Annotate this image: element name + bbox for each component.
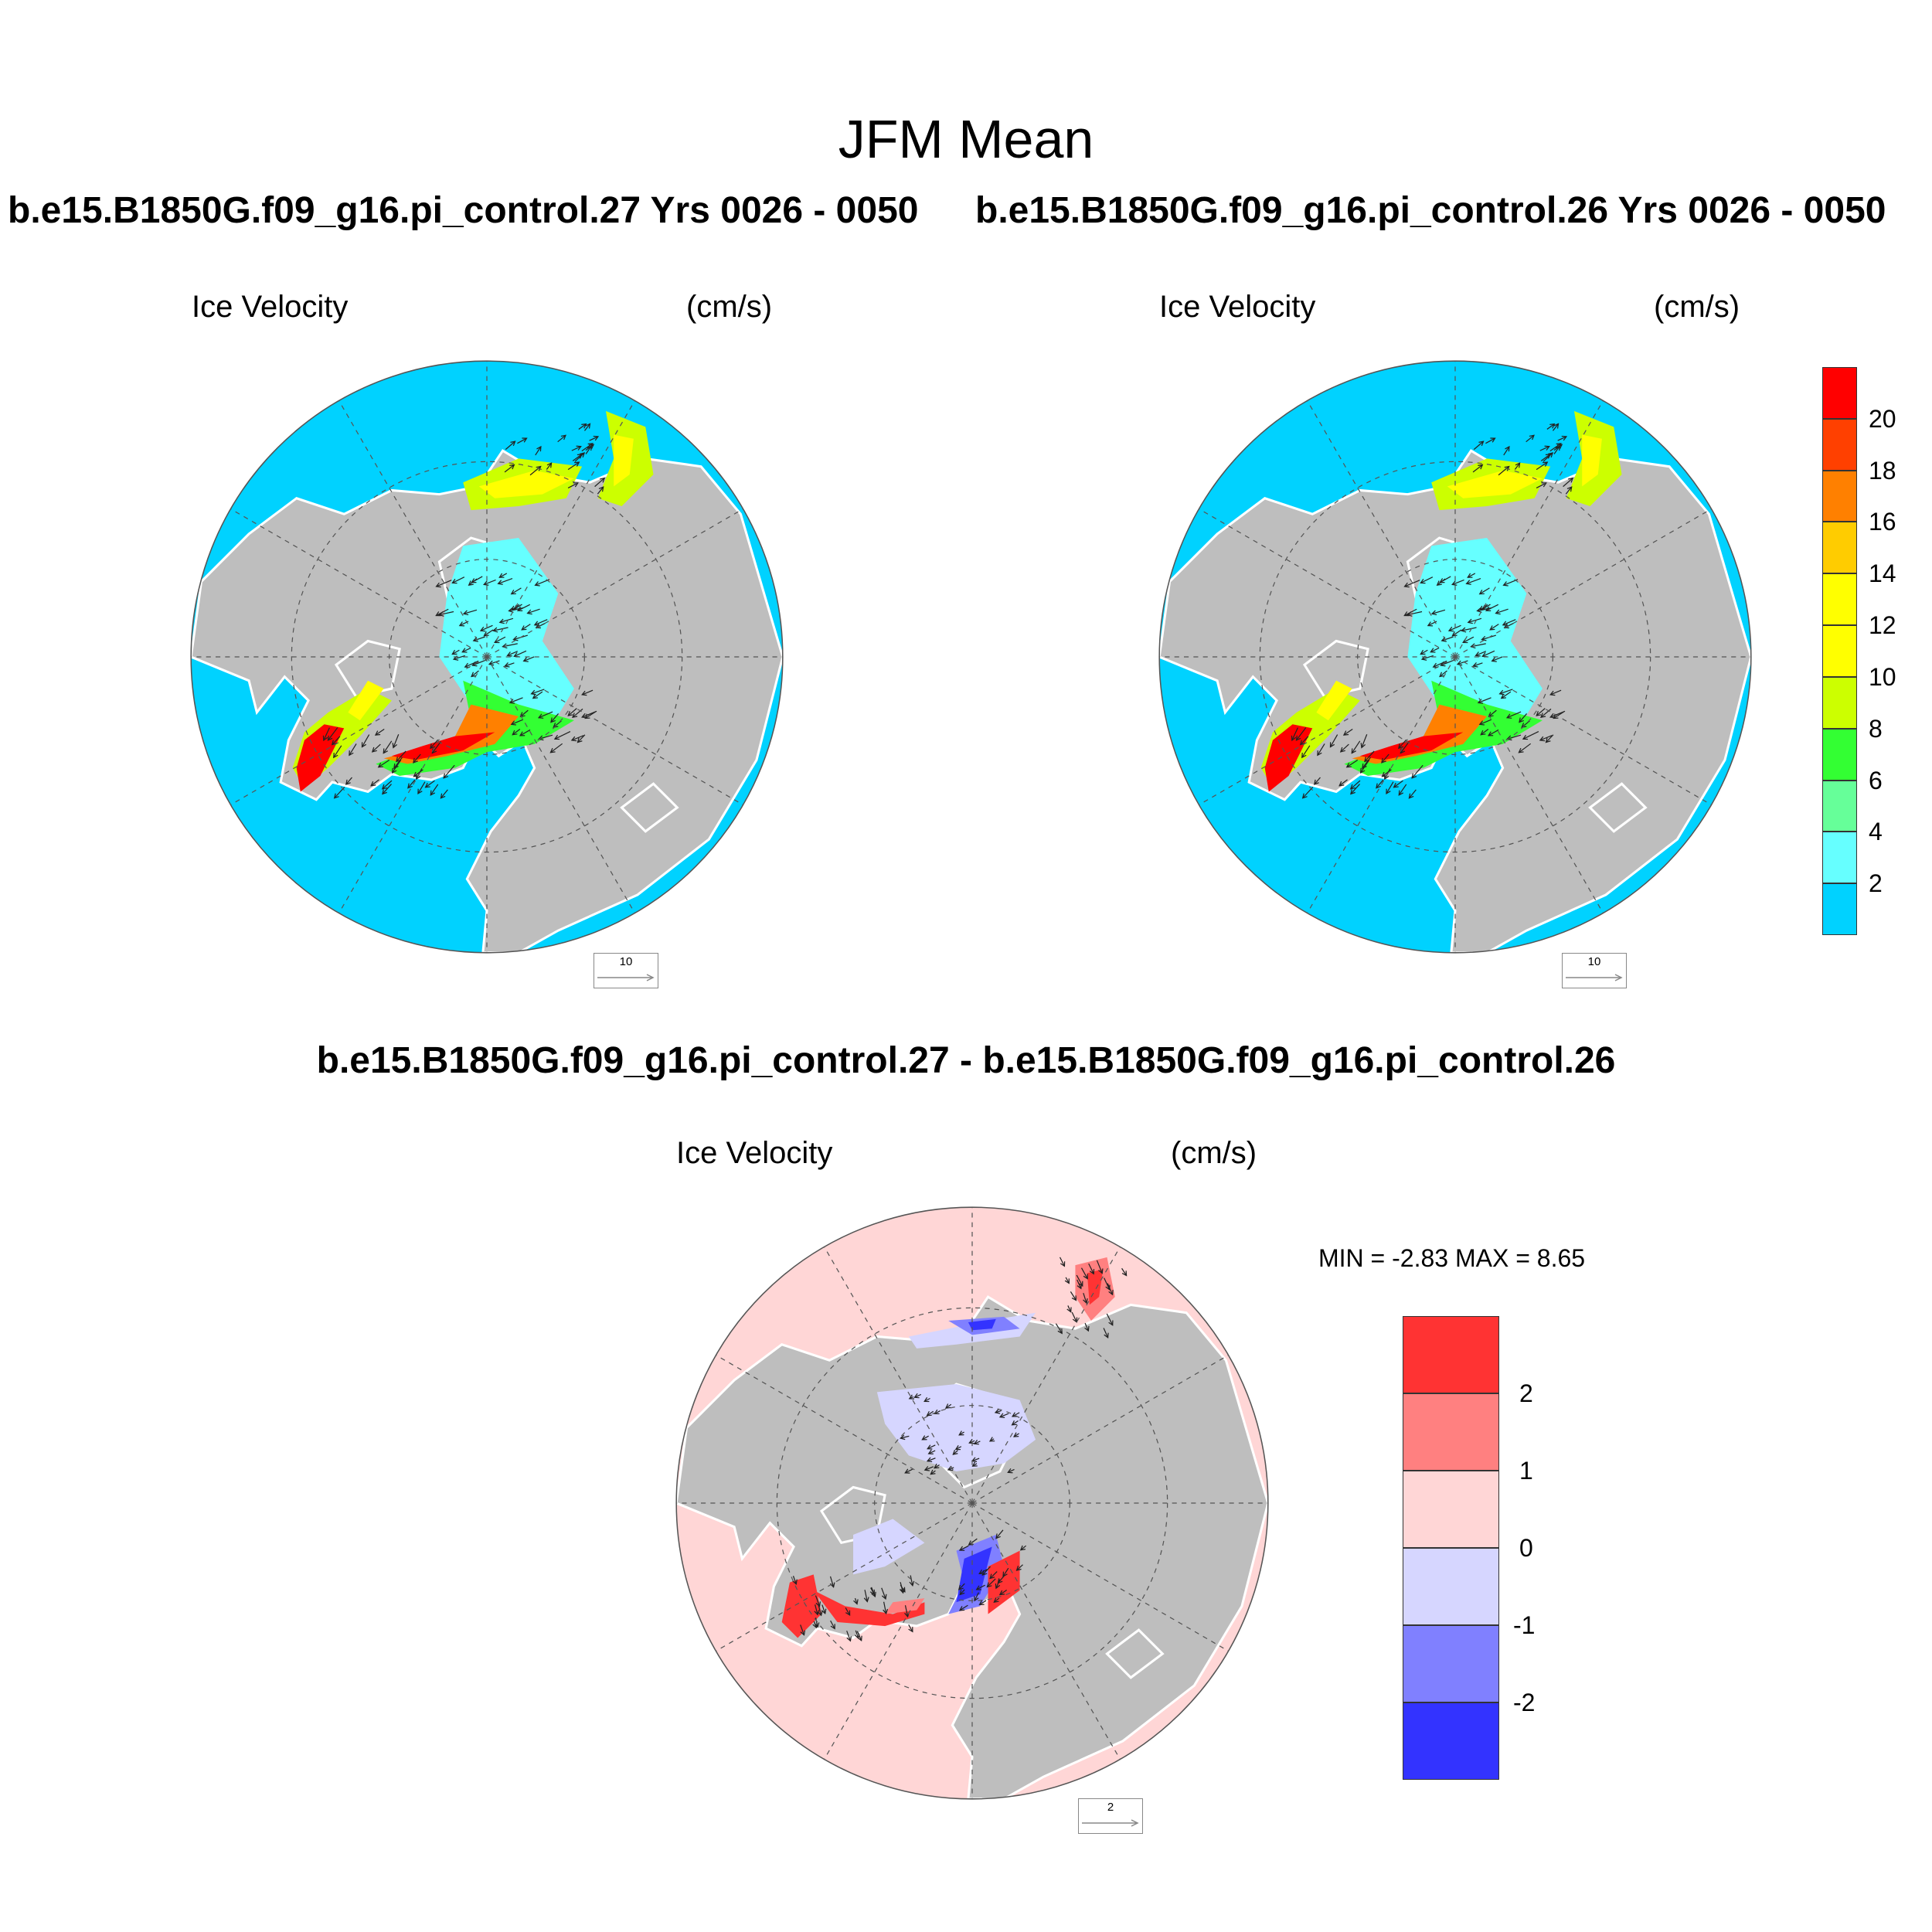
difference-title: b.e15.B1850G.f09_g16.pi_control.27 - b.e… (316, 1040, 1616, 1081)
mean-colorbar-tick: 2 (1869, 869, 1883, 898)
colorbar-segment (1403, 1625, 1499, 1702)
colorbar-segment (1403, 1316, 1499, 1393)
ice-velocity-field (781, 1574, 821, 1638)
mean-colorbar-tick: 6 (1869, 766, 1883, 794)
panel-2-variable-label: Ice Velocity (1159, 290, 1316, 324)
colorbar-segment (1822, 676, 1857, 729)
mean-colorbar-tick: 12 (1869, 611, 1896, 640)
land-mass (620, 782, 679, 833)
panel-2-polar-map (1158, 360, 1752, 954)
ice-velocity-field (1087, 1269, 1104, 1305)
land-mass (1302, 639, 1369, 699)
ice-velocity-field (813, 1590, 925, 1627)
mean-colorbar-tick: 18 (1869, 456, 1896, 485)
panel-1-case-title: b.e15.B1850G.f09_g16.pi_control.27 Yrs 0… (8, 190, 919, 231)
map-boundary (675, 1206, 1269, 1800)
mean-colorbar (1822, 367, 1857, 935)
difference-reference-vector: 2 (1078, 1798, 1143, 1834)
difference-reference-vector-label: 2 (1107, 1801, 1114, 1814)
difference-colorbar-tick: -2 (1513, 1689, 1536, 1716)
mean-colorbar-tick: 16 (1869, 508, 1896, 536)
difference-colorbar (1403, 1316, 1499, 1780)
ice-velocity-field (876, 1384, 1036, 1471)
ice-velocity-field (1447, 470, 1543, 498)
colorbar-segment (1822, 728, 1857, 781)
ice-velocity-field (391, 732, 495, 760)
panel-2-units-label: (cm/s) (1654, 290, 1740, 324)
ice-velocity-field (853, 1519, 925, 1575)
colorbar-segment (1822, 418, 1857, 471)
panel-1-reference-vector: 10 (594, 953, 658, 988)
ice-velocity-field (383, 704, 519, 764)
panel-2-case-title: b.e15.B1850G.f09_g16.pi_control.26 Yrs 0… (975, 190, 1886, 231)
ice-velocity-field (614, 434, 634, 487)
colorbar-segment (1403, 1548, 1499, 1625)
ice-velocity-field (348, 680, 384, 721)
colorbar-segment (1403, 1471, 1499, 1548)
land-mass (1105, 1628, 1165, 1679)
colorbar-segment (1822, 522, 1857, 574)
colorbar-segment (1822, 780, 1857, 832)
ice-velocity-field (968, 1318, 996, 1331)
colorbar-segment (1403, 1702, 1499, 1780)
mean-colorbar-tick: 4 (1869, 818, 1883, 846)
colorbar-segment (1822, 470, 1857, 522)
ice-velocity-field (478, 470, 574, 498)
map-boundary (190, 360, 784, 954)
ice-velocity-field (1359, 732, 1464, 760)
panel-1-reference-vector-label: 10 (619, 955, 633, 968)
ice-velocity-field (1582, 434, 1602, 487)
ice-velocity-field (1352, 704, 1488, 764)
colorbar-segment (1822, 573, 1857, 626)
colorbar-segment (1822, 367, 1857, 419)
colorbar-segment (1822, 832, 1857, 884)
panel-2-reference-vector-label: 10 (1587, 955, 1601, 968)
ice-velocity-field (1316, 680, 1352, 721)
colorbar-segment (1822, 883, 1857, 935)
mean-colorbar-tick: 10 (1869, 662, 1896, 691)
difference-colorbar-tick: 0 (1519, 1534, 1533, 1562)
panel-1-units-label: (cm/s) (686, 290, 773, 324)
mean-colorbar-tick: 14 (1869, 560, 1896, 588)
figure-title: JFM Mean (838, 109, 1094, 169)
difference-units-label: (cm/s) (1171, 1136, 1257, 1170)
mean-colorbar-tick: 20 (1869, 404, 1896, 433)
difference-colorbar-tick: 2 (1519, 1379, 1533, 1407)
colorbar-segment (1403, 1393, 1499, 1471)
land-mass (1588, 782, 1648, 833)
panel-1-variable-label: Ice Velocity (192, 290, 349, 324)
ice-velocity-field (956, 1546, 992, 1603)
colorbar-segment (1822, 625, 1857, 677)
difference-minmax: MIN = -2.83 MAX = 8.65 (1318, 1244, 1586, 1272)
difference-colorbar-tick: -1 (1513, 1611, 1536, 1639)
panel-2-reference-vector: 10 (1562, 953, 1627, 988)
map-boundary (1158, 360, 1752, 954)
land-mass (334, 639, 401, 699)
difference-polar-map (675, 1206, 1269, 1800)
difference-variable-label: Ice Velocity (676, 1136, 833, 1170)
difference-colorbar-tick: 1 (1519, 1457, 1533, 1485)
mean-colorbar-tick: 8 (1869, 714, 1883, 743)
panel-1-polar-map (190, 360, 784, 954)
